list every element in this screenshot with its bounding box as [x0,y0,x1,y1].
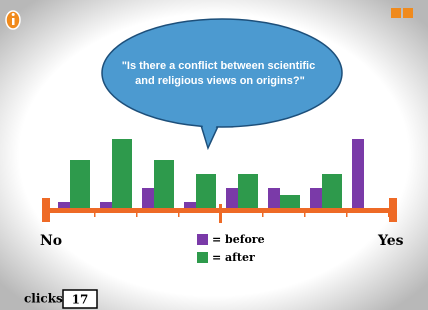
bar [322,174,342,209]
close-button[interactable] [403,8,413,18]
bar [196,174,216,209]
bar [100,202,112,209]
legend-label: = after [212,251,255,264]
legend-label: = before [212,233,265,246]
bar [70,160,90,209]
counter-label: clicks: [24,292,67,306]
minimize-button[interactable] [391,8,401,18]
bar [238,174,258,209]
bar [142,188,154,209]
bar [310,188,322,209]
bar [154,160,174,209]
bar [268,188,280,209]
legend-swatch [197,234,208,245]
x-start-label: No [40,233,62,249]
bar [112,139,132,209]
bar [280,195,300,209]
counter-value: 17 [72,293,89,307]
bar [226,188,238,209]
question-line: "Is there a conflict between scientific [122,60,316,72]
info-button[interactable] [6,11,20,29]
bar [58,202,70,209]
legend-swatch [197,252,208,263]
question-line: and religious views on origins?" [135,75,305,87]
bar [352,139,364,209]
bar [184,202,196,209]
x-end-label: Yes [377,233,404,249]
screen: "Is there a conflict between scientific … [0,0,428,310]
